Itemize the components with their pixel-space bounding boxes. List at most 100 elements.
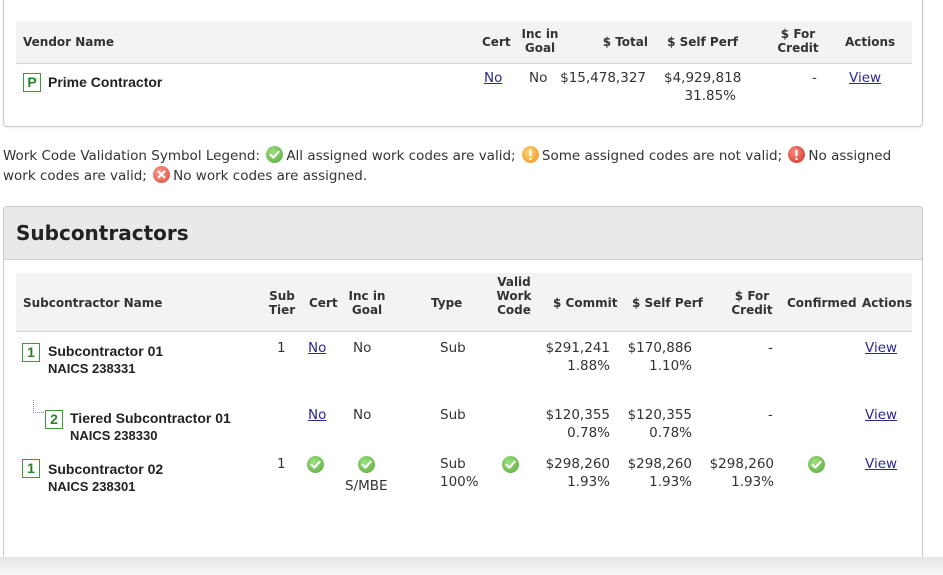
prime-inc-in-goal: No bbox=[529, 70, 548, 86]
col-for-credit-line1: $ For bbox=[780, 27, 816, 41]
self-perf-pct: 0.78% bbox=[649, 425, 692, 441]
for-credit-amount: $298,260 bbox=[709, 456, 774, 472]
col-inc-in-goal-line1: Inc in bbox=[521, 27, 559, 41]
prime-self-perf-pct: 31.85% bbox=[684, 88, 736, 104]
subcontractor-name: Subcontractor 01 NAICS 238331 bbox=[48, 343, 163, 377]
col-for-credit-line2: Credit bbox=[777, 41, 819, 55]
prime-contractor-panel: Vendor Name Cert Inc in Goal $ Total $ S… bbox=[3, 0, 923, 127]
prime-tier-badge: P bbox=[23, 73, 41, 92]
inc-in-goal-note: S/MBE bbox=[345, 478, 388, 494]
col-subcontractor-name: Subcontractor Name bbox=[23, 296, 163, 310]
col-sub-inc-in-goal: Inc in Goal bbox=[342, 289, 392, 317]
col-sub-inc-in-goal-line1: Inc in bbox=[348, 289, 386, 303]
commit-amount: $291,241 bbox=[545, 340, 610, 356]
self-perf-pct: 1.93% bbox=[649, 474, 692, 490]
view-link[interactable]: View bbox=[865, 456, 898, 472]
cert-check-icon bbox=[307, 456, 324, 473]
col-sub-self-perf: $ Self Perf bbox=[632, 296, 703, 310]
work-code-legend: Work Code Validation Symbol Legend: All … bbox=[3, 146, 913, 186]
col-inc-in-goal: Inc in Goal bbox=[516, 27, 564, 55]
self-perf-amount: $120,355 bbox=[627, 407, 692, 423]
cert-link[interactable]: No bbox=[308, 340, 327, 356]
col-sub-cert: Cert bbox=[309, 296, 338, 310]
col-for-credit: $ For Credit bbox=[768, 27, 828, 55]
col-sub-tier: Sub Tier bbox=[266, 289, 298, 317]
col-sub-tier-line1: Sub bbox=[269, 289, 295, 303]
legend-not-assigned: No work codes are assigned. bbox=[173, 168, 368, 184]
col-commit: $ Commit bbox=[553, 296, 618, 310]
col-cert: Cert bbox=[482, 35, 511, 49]
legend-none-valid-1: No assigned work bbox=[3, 148, 892, 184]
invalid-alert-icon bbox=[788, 146, 806, 163]
sub-tier-value: 1 bbox=[277, 340, 286, 356]
sub-tier-value: 1 bbox=[277, 456, 286, 472]
commit-value: $120,355 0.78% bbox=[534, 406, 610, 442]
legend-intro: Work Code Validation Symbol Legend: bbox=[3, 148, 261, 164]
self-perf-value: $120,355 0.78% bbox=[616, 406, 692, 442]
not-assigned-x-icon bbox=[153, 166, 171, 183]
view-link[interactable]: View bbox=[865, 340, 898, 356]
type-value: Sub bbox=[440, 407, 466, 423]
col-type: Type bbox=[431, 296, 463, 310]
naics-code: NAICS 238331 bbox=[48, 361, 136, 376]
subcontractor-name-text: Subcontractor 02 bbox=[48, 461, 164, 477]
subcontractors-title-bar: Subcontractors bbox=[4, 207, 922, 260]
subcontractor-name: Tiered Subcontractor 01 NAICS 238330 bbox=[70, 410, 231, 444]
tier-badge: 1 bbox=[22, 343, 40, 362]
commit-pct: 0.78% bbox=[567, 425, 610, 441]
inc-in-goal-check-icon bbox=[358, 456, 375, 473]
col-valid-work-code-line1: Valid bbox=[497, 275, 531, 289]
type-value: Sub bbox=[440, 340, 466, 356]
tier-badge: 2 bbox=[45, 410, 63, 429]
cert-link[interactable]: No bbox=[308, 407, 327, 423]
page-bottom-edge bbox=[0, 557, 943, 575]
prime-cert-link[interactable]: No bbox=[484, 70, 503, 86]
col-vendor-name: Vendor Name bbox=[23, 35, 115, 49]
inc-in-goal-value: No bbox=[353, 340, 372, 356]
subcontractors-panel: Subcontractors Subcontractor Name Sub Ti… bbox=[3, 206, 923, 575]
naics-code: NAICS 238330 bbox=[70, 428, 158, 443]
commit-amount: $120,355 bbox=[545, 407, 610, 423]
commit-pct: 1.93% bbox=[567, 474, 610, 490]
legend-valid: All assigned work codes are valid; bbox=[286, 148, 516, 164]
view-link[interactable]: View bbox=[865, 407, 898, 423]
col-confirmed: Confirmed bbox=[787, 296, 857, 310]
col-valid-work-code-line3: Code bbox=[497, 303, 531, 317]
self-perf-amount: $298,260 bbox=[627, 456, 692, 472]
prime-view-link[interactable]: View bbox=[849, 70, 882, 86]
prime-total: $15,478,327 bbox=[560, 70, 646, 86]
subcontractor-name-text: Tiered Subcontractor 01 bbox=[70, 410, 231, 426]
col-sub-for-credit: $ For Credit bbox=[724, 289, 780, 317]
legend-some-invalid: Some assigned codes are not valid; bbox=[541, 148, 783, 164]
for-credit-value: - bbox=[768, 340, 773, 356]
tier-connector bbox=[33, 400, 46, 413]
col-self-perf: $ Self Perf bbox=[667, 35, 738, 49]
commit-value: $291,241 1.88% bbox=[534, 339, 610, 375]
self-perf-amount: $170,886 bbox=[627, 340, 692, 356]
naics-code: NAICS 238301 bbox=[48, 479, 136, 494]
col-sub-for-credit-line1: $ For bbox=[734, 289, 770, 303]
for-credit-value: $298,260 1.93% bbox=[698, 455, 774, 491]
subcontractor-name: Subcontractor 02 NAICS 238301 bbox=[48, 461, 163, 495]
commit-amount: $298,260 bbox=[545, 456, 610, 472]
self-perf-value: $170,886 1.10% bbox=[616, 339, 692, 375]
prime-vendor-name: Prime Contractor bbox=[48, 74, 163, 90]
prime-for-credit: - bbox=[812, 70, 817, 86]
col-actions: Actions bbox=[845, 35, 896, 49]
commit-value: $298,260 1.93% bbox=[534, 455, 610, 491]
inc-in-goal-value: No bbox=[353, 407, 372, 423]
for-credit-value: - bbox=[768, 407, 773, 423]
type-text: Sub bbox=[440, 456, 466, 472]
subcontractors-title: Subcontractors bbox=[16, 221, 189, 245]
col-sub-actions: Actions bbox=[862, 296, 913, 310]
confirmed-check-icon bbox=[808, 456, 825, 473]
for-credit-pct: 1.93% bbox=[731, 474, 774, 490]
subcontractors-table-header: Subcontractor Name Sub Tier Cert Inc in … bbox=[16, 273, 912, 332]
type-value: Sub 100% bbox=[440, 455, 479, 491]
prime-self-perf: $4,929,818 31.85% bbox=[644, 69, 741, 105]
valid-work-code-check-icon bbox=[502, 456, 519, 473]
col-total: $ Total bbox=[602, 35, 648, 49]
tier-badge: 1 bbox=[22, 459, 40, 478]
legend-none-valid-2: codes are valid; bbox=[39, 168, 147, 184]
